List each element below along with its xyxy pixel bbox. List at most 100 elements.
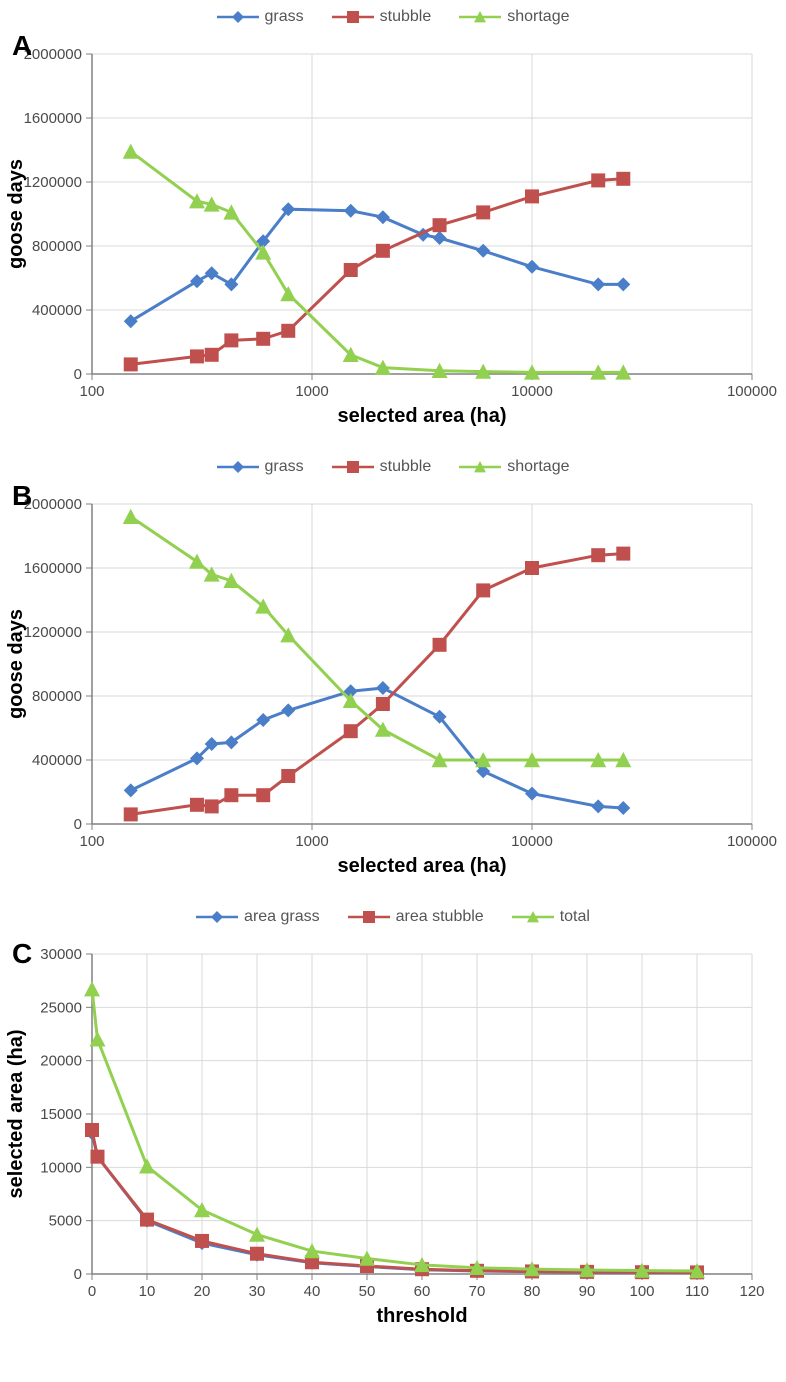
- y-tick-label: 800000: [32, 688, 82, 705]
- x-tick-label: 0: [88, 1283, 96, 1300]
- x-tick-label: 110: [685, 1283, 709, 1300]
- series-marker-stubble: [190, 349, 204, 363]
- series-marker-stubble: [205, 799, 219, 813]
- panel-b: grass stubble shortage B 0 400000 800000 120000…: [0, 458, 786, 884]
- series-marker-area-stubble: [91, 1150, 105, 1164]
- y-tick-label: 20000: [40, 1053, 82, 1070]
- y-tick-label: 30000: [40, 946, 82, 963]
- series-marker-stubble: [344, 724, 358, 738]
- legend-item-area-stubble: area stubble: [348, 908, 484, 926]
- legend-b: grass stubble shortage: [0, 458, 786, 480]
- plot-background: [92, 54, 752, 374]
- legend-item-grass: grass: [217, 458, 304, 476]
- series-marker-stubble: [376, 697, 390, 711]
- series-marker-stubble: [224, 333, 238, 347]
- legend-c: area grass area stubble total: [0, 908, 786, 930]
- x-tick-label: 1000: [295, 833, 328, 850]
- legend-label: grass: [265, 458, 304, 476]
- series-marker-area-stubble: [195, 1234, 209, 1248]
- x-tick-label: 60: [414, 1283, 431, 1300]
- y-tick-label: 15000: [40, 1106, 82, 1123]
- x-tick-label: 10000: [511, 833, 553, 850]
- chart-a: 0400000800000120000016000002000000100100…: [0, 34, 782, 434]
- series-marker-stubble: [433, 638, 447, 652]
- x-tick-label: 50: [359, 1283, 376, 1300]
- legend-label: area grass: [244, 908, 320, 926]
- legend-label: total: [560, 908, 590, 926]
- series-marker-area-stubble: [140, 1213, 154, 1227]
- series-marker-stubble: [525, 189, 539, 203]
- panel-a: grassstubbleshortageA0400000800000120000…: [0, 8, 786, 434]
- y-tick-label: 2000000: [24, 496, 82, 513]
- legend-a: grassstubbleshortage: [0, 8, 786, 30]
- x-tick-label: 100000: [727, 383, 777, 400]
- legend-label: stubble: [380, 8, 432, 26]
- y-tick-label: 0: [74, 816, 82, 833]
- panel-label-b: B: [12, 480, 32, 512]
- x-axis-label: threshold: [376, 1305, 467, 1327]
- series-marker-area-stubble: [85, 1123, 99, 1137]
- y-tick-label: 10000: [40, 1159, 82, 1176]
- series-marker-stubble: [476, 205, 490, 219]
- y-tick-label: 400000: [32, 752, 82, 769]
- x-tick-label: 30: [249, 1283, 266, 1300]
- y-tick-label: 5000: [49, 1213, 82, 1230]
- x-tick-label: 20: [194, 1283, 211, 1300]
- x-tick-label: 100000: [727, 833, 777, 850]
- series-marker-stubble: [344, 263, 358, 277]
- series-marker-stubble: [281, 324, 295, 338]
- y-tick-label: 400000: [32, 302, 82, 319]
- x-tick-label: 100: [79, 833, 104, 850]
- y-tick-label: 1600000: [24, 110, 82, 127]
- y-tick-label: 0: [74, 366, 82, 383]
- legend-item-stubble: stubble: [332, 458, 432, 476]
- x-tick-label: 120: [739, 1283, 764, 1300]
- series-marker-stubble: [205, 348, 219, 362]
- chart-b: 0 400000 800000 1200000 1600000 2000000 100 100…: [0, 484, 782, 884]
- series-marker-stubble: [616, 172, 630, 186]
- series-marker-stubble: [376, 244, 390, 258]
- series-marker-stubble: [616, 547, 630, 561]
- y-tick-label: 0: [74, 1266, 82, 1283]
- series-marker-stubble: [525, 561, 539, 575]
- chart-c: 0500010000150002000025000300000102030405…: [0, 934, 782, 1334]
- legend-item-area-grass: area grass: [196, 908, 320, 926]
- series-marker-stubble: [190, 798, 204, 812]
- panel-label-a: A: [12, 30, 32, 62]
- x-tick-label: 90: [579, 1283, 596, 1300]
- series-marker-stubble: [591, 548, 605, 562]
- y-tick-label: 1200000: [24, 174, 82, 191]
- legend-item-shortage: shortage: [459, 8, 569, 26]
- series-marker-stubble: [224, 788, 238, 802]
- x-tick-label: 100: [79, 383, 104, 400]
- legend-item-stubble: stubble: [332, 8, 432, 26]
- legend-label: area stubble: [396, 908, 484, 926]
- y-tick-label: 1600000: [24, 560, 82, 577]
- x-tick-label: 70: [469, 1283, 486, 1300]
- series-marker-stubble: [124, 807, 138, 821]
- y-tick-label: 1200000: [24, 624, 82, 641]
- panel-c: area grass area stubble total C 0 5000 10000 15…: [0, 908, 786, 1334]
- panel-label-c: C: [12, 938, 32, 970]
- x-axis-label: selected area (ha): [338, 855, 507, 877]
- x-axis-label: selected area (ha): [338, 405, 507, 427]
- x-tick-label: 10000: [511, 383, 553, 400]
- legend-label: shortage: [507, 8, 569, 26]
- y-axis-label: goose days: [5, 159, 27, 269]
- legend-label: shortage: [507, 458, 569, 476]
- series-marker-stubble: [433, 218, 447, 232]
- series-marker-stubble: [281, 769, 295, 783]
- y-tick-label: 2000000: [24, 46, 82, 63]
- x-tick-label: 10: [139, 1283, 156, 1300]
- series-marker-stubble: [256, 332, 270, 346]
- y-tick-label: 25000: [40, 999, 82, 1016]
- legend-item-shortage: shortage: [459, 458, 569, 476]
- series-marker-stubble: [256, 788, 270, 802]
- series-marker-stubble: [591, 173, 605, 187]
- y-axis-label: selected area (ha): [5, 1030, 27, 1199]
- x-tick-label: 1000: [295, 383, 328, 400]
- legend-item-total: total: [512, 908, 590, 926]
- series-marker-area-stubble: [250, 1247, 264, 1261]
- x-tick-label: 100: [629, 1283, 654, 1300]
- series-marker-stubble: [476, 583, 490, 597]
